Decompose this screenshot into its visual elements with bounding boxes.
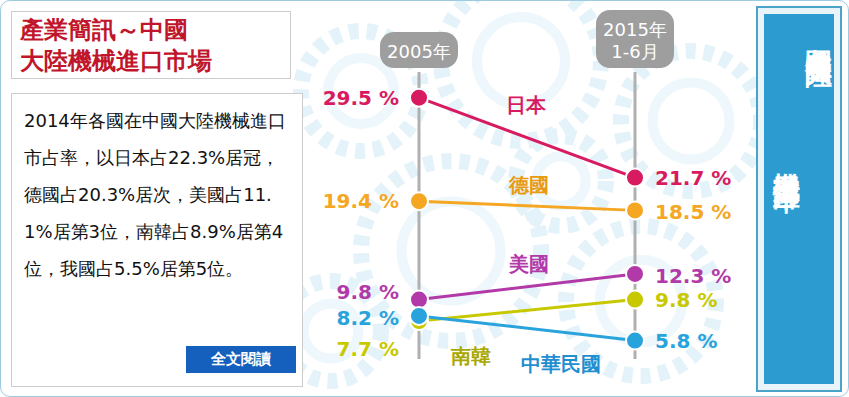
svg-text:29.5 %: 29.5 % [323,86,399,110]
svg-text:21.7 %: 21.7 % [655,166,731,190]
svg-text:美國: 美國 [508,252,549,276]
svg-text:7.7 %: 7.7 % [337,337,399,361]
svg-text:中華民國: 中華民國 [521,352,601,376]
svg-text:9.8 %: 9.8 % [655,288,717,312]
svg-text:2005年: 2005年 [387,41,451,62]
svg-text:1-6月: 1-6月 [611,41,658,62]
html-text:大陸機械進口市場: 大陸機械進口市場 [20,46,212,75]
svg-text:12.3 %: 12.3 % [655,264,731,288]
svg-text:18.5 %: 18.5 % [655,200,731,224]
svg-text:2015年: 2015年 [603,19,667,40]
svg-text:南韓: 南韓 [450,344,491,368]
html-text:各國在中國大陸: 各國在中國大陸 [804,27,835,41]
svg-text:5.8 %: 5.8 % [655,329,717,353]
html-text:產業簡訊～中國: 產業簡訊～中國 [20,15,188,44]
html-text:機械進口市占率: 機械進口市占率 [772,151,803,165]
svg-text:9.8 %: 9.8 % [337,280,399,304]
html-text:全文閱讀: 全文閱讀 [211,350,271,368]
svg-text:8.2 %: 8.2 % [337,306,399,330]
html-text:2014年各國在中國大陸機械進口市占率，以日本占22.3%居: 2014年各國在中國大陸機械進口市占率，以日本占22.3%居冠，德國占20.3%… [24,110,286,279]
svg-text:德國: 德國 [508,173,549,197]
svg-text:日本: 日本 [506,93,547,117]
svg-text:19.4 %: 19.4 % [323,189,399,213]
